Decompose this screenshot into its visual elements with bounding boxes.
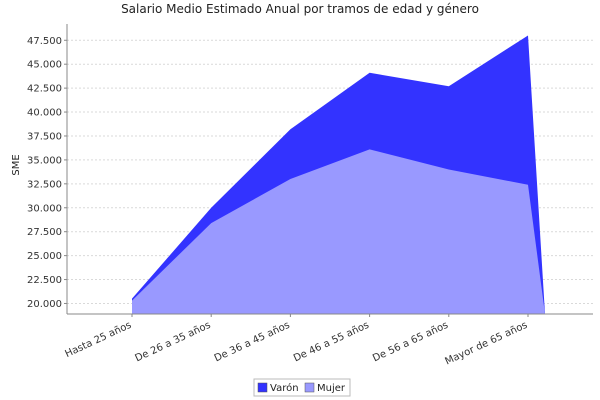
y-tick-label: 37.500 bbox=[27, 131, 62, 142]
y-tick-label: 45.000 bbox=[27, 60, 62, 71]
plot-areas bbox=[132, 35, 545, 315]
x-tick-label: De 26 a 35 años bbox=[134, 320, 213, 365]
y-tick-label: 42.500 bbox=[27, 84, 62, 95]
legend-box bbox=[253, 378, 351, 397]
x-tick-label: De 46 a 55 años bbox=[292, 320, 371, 365]
x-tick-label: Mayor de 65 años bbox=[444, 320, 530, 368]
y-axis-title: SME bbox=[11, 154, 22, 175]
y-tick-label: 35.000 bbox=[27, 155, 62, 166]
y-tick-label: 25.000 bbox=[27, 251, 62, 262]
x-tick-label: Hasta 25 años bbox=[64, 320, 134, 360]
legend-swatch bbox=[304, 382, 315, 393]
y-tick-label: 47.500 bbox=[27, 36, 62, 47]
legend-label: Mujer bbox=[317, 383, 346, 394]
legend-label: Varón bbox=[270, 382, 299, 394]
y-tick-label: 22.500 bbox=[27, 275, 62, 286]
legend: Varón Mujer bbox=[253, 378, 351, 397]
chart-title: Salario Medio Estimado Anual por tramos … bbox=[121, 2, 479, 16]
y-tick-labels: 20.000 22.500 25.000 27.500 30.000 32.500 35.0… bbox=[27, 36, 67, 310]
area-mujer bbox=[132, 149, 545, 314]
x-tick-labels: Hasta 25 años De 26 a 35 años De 36 a 45 a… bbox=[64, 314, 530, 368]
legend-swatch bbox=[257, 382, 268, 393]
x-tick-label: De 36 a 45 años bbox=[213, 320, 292, 365]
y-tick-label: 27.500 bbox=[27, 227, 62, 238]
x-tick-label: De 56 a 65 años bbox=[371, 320, 450, 365]
y-tick-label: 40.000 bbox=[27, 108, 62, 119]
y-tick-label: 20.000 bbox=[27, 299, 62, 310]
axes bbox=[66, 24, 593, 315]
y-tick-label: 32.500 bbox=[27, 179, 62, 190]
y-tick-label: 30.000 bbox=[27, 203, 62, 214]
